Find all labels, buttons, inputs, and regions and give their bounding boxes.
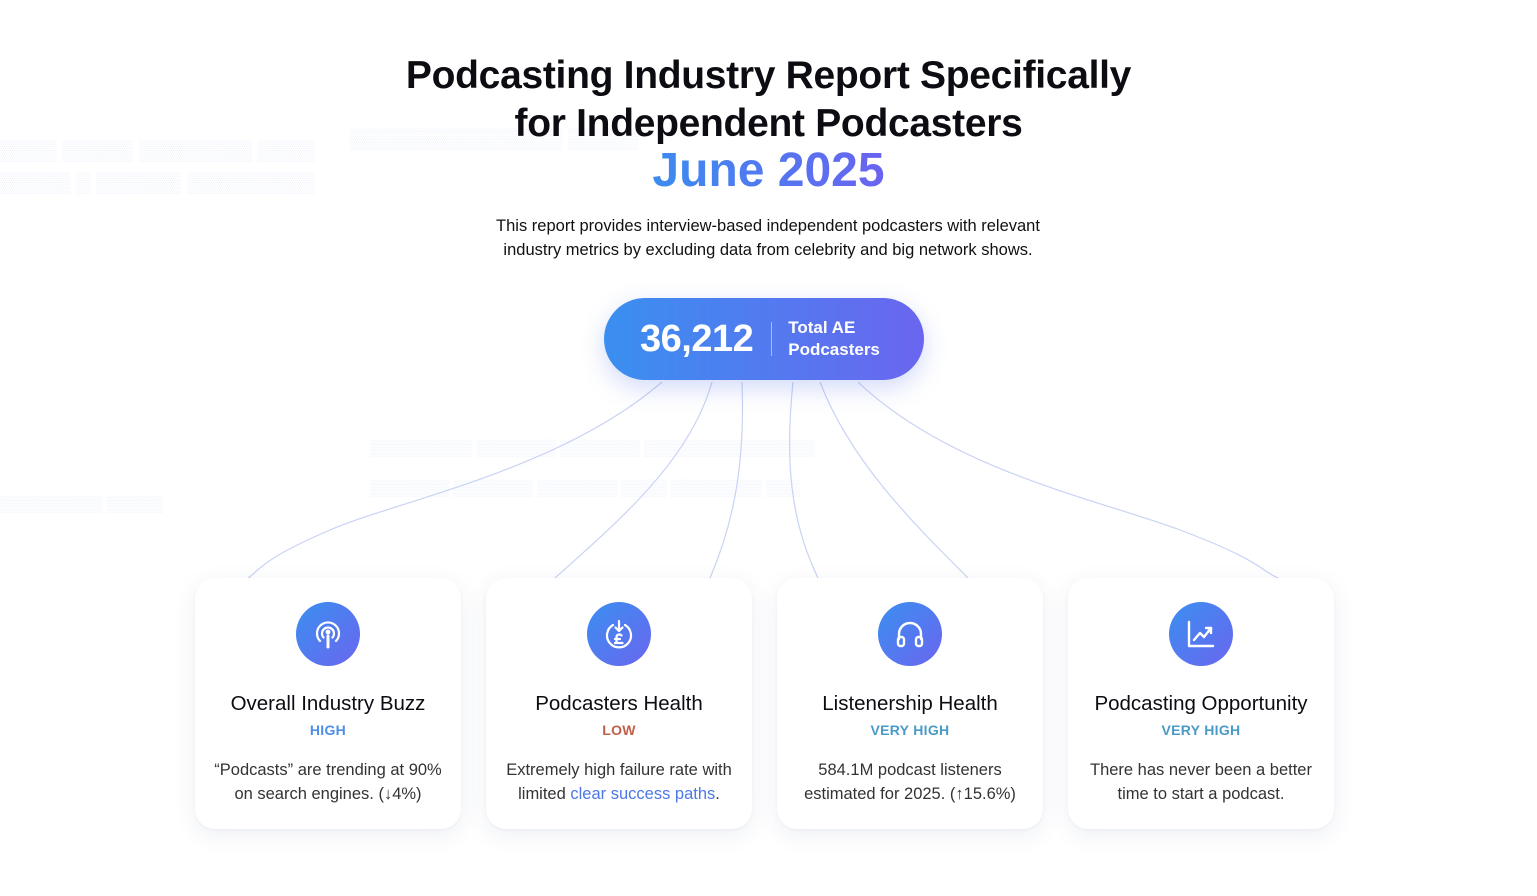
money-down-icon [587, 602, 651, 666]
status-badge: LOW [602, 722, 636, 738]
trend-chart-icon [1169, 602, 1233, 666]
card-title: Podcasters Health [535, 692, 703, 715]
total-podcasters-value: 36,212 [640, 317, 754, 360]
card-podcasting-opportunity: Podcasting Opportunity VERY HIGH There h… [1068, 578, 1334, 829]
card-description: “Podcasts” are trending at 90% on search… [214, 761, 442, 803]
card-description: 584.1M podcast listeners estimated for 2… [804, 761, 1016, 803]
title-line-1: Podcasting Industry Report Specifically [405, 54, 1132, 97]
clear-success-paths-link[interactable]: clear success paths [570, 785, 716, 803]
status-badge: VERY HIGH [1161, 722, 1241, 738]
card-title: Podcasting Opportunity [1094, 692, 1308, 715]
total-podcasters-label: Total AE Podcasters [788, 318, 880, 359]
card-description: There has never been a better time to st… [1090, 761, 1312, 803]
pill-divider [771, 322, 773, 356]
card-listenership-health: Listenership Health VERY HIGH 584.1M pod… [777, 578, 1043, 829]
page-title: Podcasting Industry Report Specifically … [0, 52, 1537, 148]
status-badge: HIGH [309, 722, 347, 738]
card-title: Overall Industry Buzz [230, 692, 426, 715]
podcast-icon [296, 602, 360, 666]
total-podcasters-pill: 36,212 Total AE Podcasters [604, 298, 924, 380]
card-podcasters-health: Podcasters Health LOW Extremely high fai… [486, 578, 752, 829]
card-description: Extremely high failure rate with limited… [506, 761, 732, 803]
status-badge: VERY HIGH [870, 722, 950, 738]
headphones-icon [878, 602, 942, 666]
card-industry-buzz: Overall Industry Buzz HIGH “Podcasts” ar… [195, 578, 461, 829]
card-title: Listenership Health [822, 692, 998, 715]
report-date: June 2025 [652, 144, 885, 197]
report-description: This report provides interview-based ind… [496, 217, 1040, 259]
title-line-2: for Independent Podcasters [514, 102, 1023, 145]
